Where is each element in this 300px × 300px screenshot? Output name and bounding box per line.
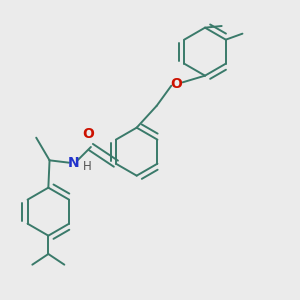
Text: N: N (68, 156, 80, 170)
Text: O: O (82, 127, 94, 141)
Text: O: O (171, 77, 183, 91)
Text: H: H (83, 160, 92, 173)
